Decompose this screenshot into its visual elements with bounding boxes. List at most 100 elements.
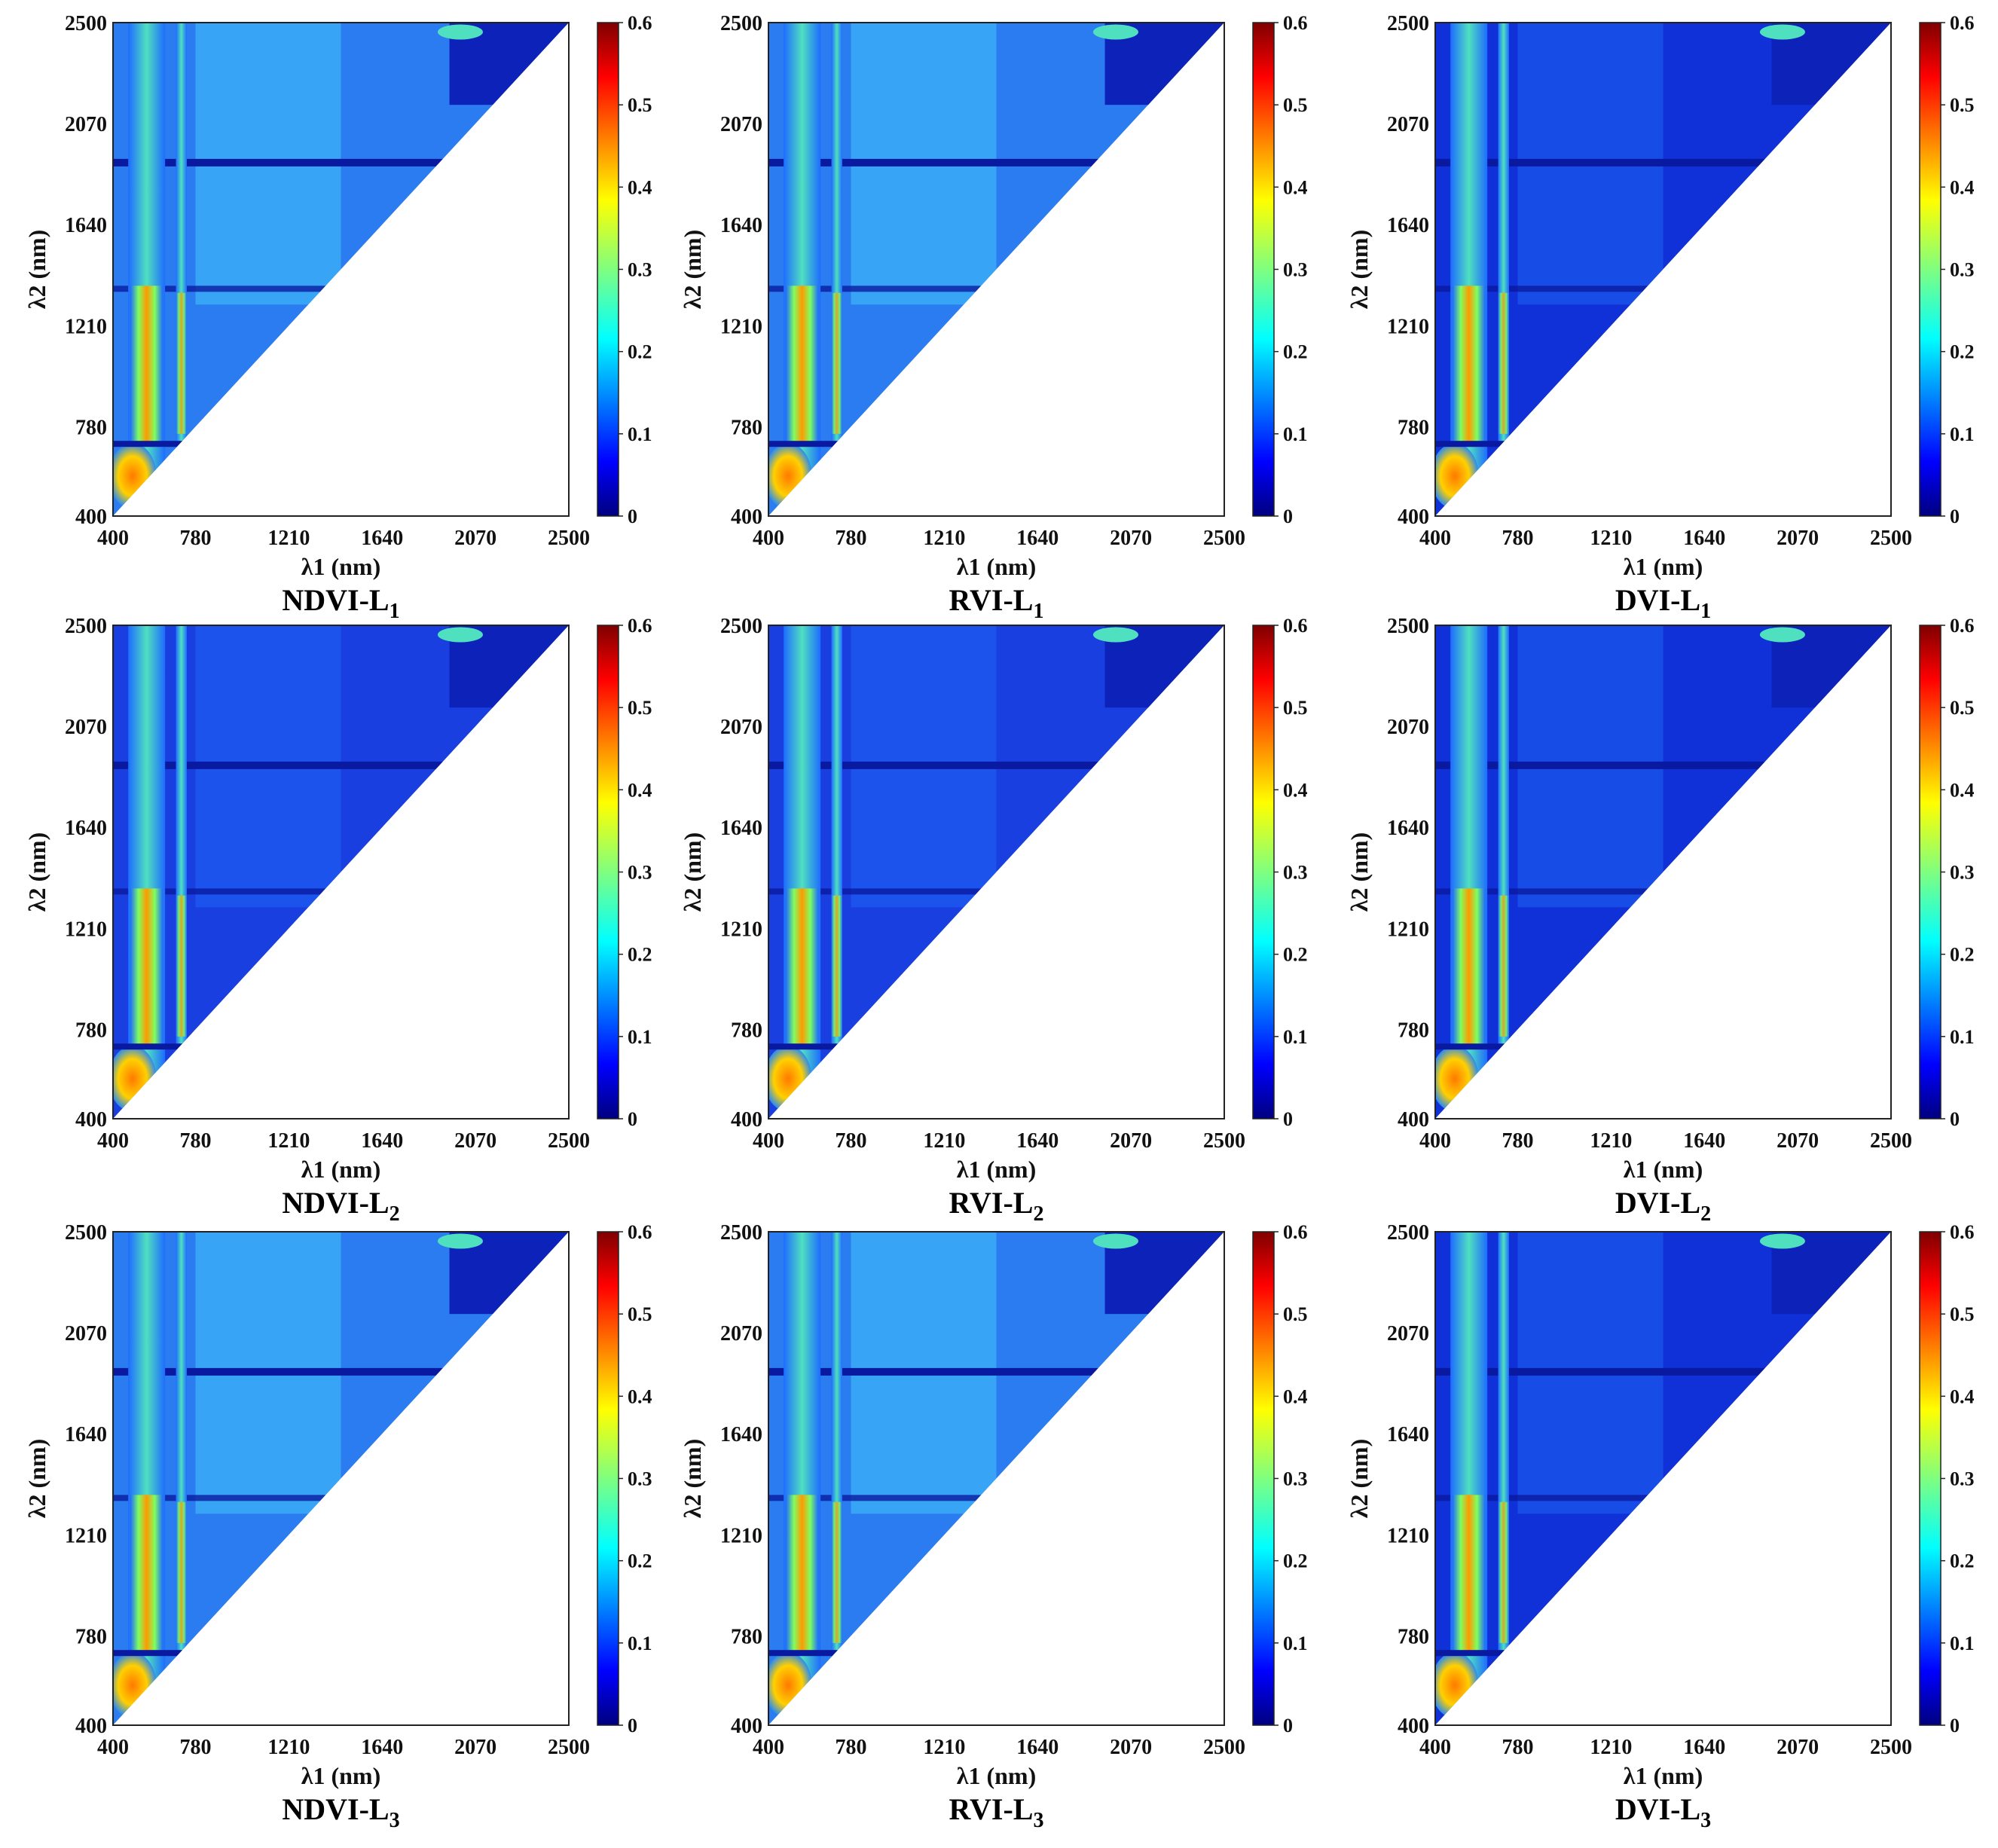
y-tick-label: 1640 xyxy=(1387,214,1429,237)
colorbar-tick-label: 0.1 xyxy=(1950,423,1975,445)
panel-title: RVI-L3 xyxy=(949,1792,1044,1832)
plot-frame xyxy=(112,625,570,1119)
y-axis-label: λ2 (nm) xyxy=(1346,832,1373,912)
colorbar-tick-label: 0.4 xyxy=(1950,779,1975,801)
colorbar-tick-label: 0.2 xyxy=(1283,341,1308,363)
colorbar-tick-label: 0.5 xyxy=(1950,697,1975,719)
y-tick-label: 780 xyxy=(731,416,762,439)
heatmap-band-h xyxy=(768,761,1224,769)
colorbar-tick-label: 0.1 xyxy=(628,1633,652,1654)
x-tick-label: 780 xyxy=(179,1129,211,1153)
y-tick-label: 1210 xyxy=(720,1524,762,1547)
colorbar-tick-label: 0.2 xyxy=(1950,341,1975,363)
x-tick-label: 780 xyxy=(835,1736,866,1759)
colorbar-tick-label: 0.3 xyxy=(628,259,652,281)
empty-triangle xyxy=(1435,23,1891,516)
y-tick-label: 2500 xyxy=(65,12,107,35)
x-axis-label: λ1 (nm) xyxy=(957,553,1036,580)
heatmap-band-h xyxy=(1435,1650,1523,1657)
y-tick-label: 2500 xyxy=(720,12,762,35)
y-tick-label: 1640 xyxy=(720,1423,762,1446)
colorbar-tick-label: 0.4 xyxy=(628,1385,652,1407)
heatmap-corner-hot xyxy=(437,24,483,40)
plot-frame xyxy=(768,22,1225,517)
plot-frame xyxy=(1434,625,1892,1119)
colorbar-tick-label: 0.1 xyxy=(1283,1026,1308,1048)
y-tick-label: 780 xyxy=(1398,416,1429,439)
colorbar-tick-label: 0.1 xyxy=(628,423,652,445)
y-tick-label: 400 xyxy=(1398,1108,1429,1132)
colorbar-tick-label: 0.5 xyxy=(1283,94,1308,116)
heatmap-band-h xyxy=(768,1367,1224,1376)
colorbar-tick-label: 0 xyxy=(628,1715,637,1737)
heatmap-band-h xyxy=(1435,1043,1523,1050)
heatmap-band-hot2 xyxy=(176,1501,187,1643)
heatmap-corner-hot xyxy=(1759,1233,1805,1249)
heatmap-corner-hot xyxy=(437,627,483,643)
x-tick-label: 780 xyxy=(179,527,211,550)
heatmap-panel-rvi-l1: 400 780 1210 1640 2070 2500 400 780 1210 1640 2070… xyxy=(679,12,1308,623)
y-tick-label: 1640 xyxy=(720,214,762,237)
x-tick-label: 2500 xyxy=(1203,1736,1245,1759)
colorbar xyxy=(1919,1231,1941,1726)
colorbar xyxy=(597,22,619,517)
x-tick-label: 1210 xyxy=(1590,527,1632,550)
x-tick-label: 1640 xyxy=(1683,1736,1725,1759)
x-tick-label: 1640 xyxy=(361,1736,403,1759)
panel-title: NDVI-L1 xyxy=(282,583,399,623)
heatmap-band-h xyxy=(113,761,569,769)
colorbar-tick-label: 0.4 xyxy=(628,176,652,198)
y-tick-label: 2070 xyxy=(720,716,762,739)
y-tick-label: 1210 xyxy=(1387,918,1429,941)
y-tick-label: 780 xyxy=(75,1019,107,1042)
colorbar-tick-label: 0 xyxy=(628,1108,637,1130)
x-tick-label: 780 xyxy=(835,527,866,550)
heatmap-band-hot xyxy=(786,286,819,446)
y-tick-label: 2070 xyxy=(720,1322,762,1346)
heatmap-band-h xyxy=(1435,441,1523,447)
x-tick-label: 2070 xyxy=(454,1129,496,1153)
x-tick-label: 400 xyxy=(753,527,784,550)
heatmap-band-hot2 xyxy=(1498,895,1509,1037)
colorbar-tick-label: 0 xyxy=(1950,1108,1960,1130)
empty-triangle xyxy=(768,625,1224,1119)
heatmap-band-hot xyxy=(1453,286,1486,446)
x-tick-label: 1210 xyxy=(923,1736,965,1759)
colorbar-tick-label: 0.2 xyxy=(628,1550,652,1572)
colorbar-tick-label: 0.2 xyxy=(1283,944,1308,966)
x-tick-label: 2500 xyxy=(548,1129,590,1153)
colorbar-tick-label: 0.2 xyxy=(1283,1550,1308,1572)
y-tick-label: 1640 xyxy=(1387,1423,1429,1446)
colorbar-tick-label: 0.5 xyxy=(1283,1303,1308,1325)
colorbar xyxy=(597,1231,619,1726)
x-tick-label: 1210 xyxy=(1590,1736,1632,1759)
empty-triangle xyxy=(113,23,569,516)
y-axis-label: λ2 (nm) xyxy=(1346,230,1373,309)
colorbar-tick-label: 0.3 xyxy=(1283,862,1308,884)
colorbar-tick-label: 0.1 xyxy=(1950,1026,1975,1048)
heatmap-band-hot xyxy=(786,888,819,1049)
x-axis-label: λ1 (nm) xyxy=(957,1156,1036,1183)
colorbar-tick-label: 0.1 xyxy=(1283,423,1308,445)
x-tick-label: 2500 xyxy=(1870,1736,1912,1759)
colorbar-tick-label: 0.6 xyxy=(1283,12,1308,34)
colorbar-tick-label: 0.1 xyxy=(1283,1633,1308,1654)
x-axis-label: λ1 (nm) xyxy=(301,1156,380,1183)
x-tick-label: 1210 xyxy=(923,1129,965,1153)
colorbar-tick-label: 0.5 xyxy=(628,697,652,719)
y-tick-label: 780 xyxy=(731,1625,762,1648)
x-tick-label: 780 xyxy=(1502,527,1533,550)
plot-frame xyxy=(1434,22,1892,517)
panel-title: DVI-L3 xyxy=(1615,1792,1711,1832)
colorbar-tick-label: 0.5 xyxy=(628,94,652,116)
heatmap-band-h xyxy=(768,1043,856,1050)
plot-frame xyxy=(112,1231,570,1726)
colorbar-tick-label: 0.1 xyxy=(628,1026,652,1048)
x-tick-label: 1210 xyxy=(267,1736,310,1759)
x-tick-label: 2500 xyxy=(548,1736,590,1759)
colorbar-tick-label: 0.6 xyxy=(1950,615,1975,637)
x-tick-label: 2500 xyxy=(1203,1129,1245,1153)
x-tick-label: 400 xyxy=(97,1129,129,1153)
x-tick-label: 400 xyxy=(1419,1129,1451,1153)
colorbar-tick-label: 0.6 xyxy=(1950,12,1975,34)
